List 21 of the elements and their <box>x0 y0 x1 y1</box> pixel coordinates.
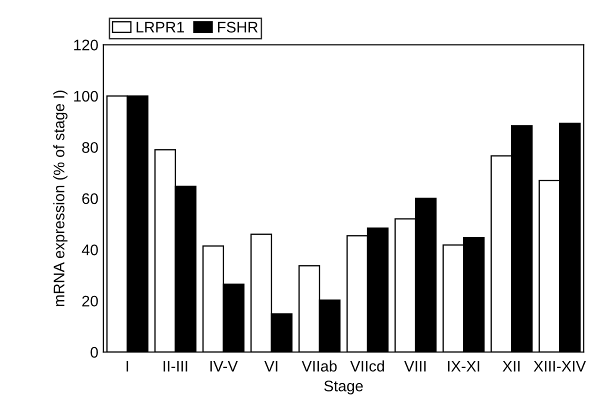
x-tick-label: VIII <box>404 360 426 372</box>
x-tick-label: IX-XI <box>448 360 480 372</box>
x-tick-label: VIIab <box>302 360 337 372</box>
y-tick-label: 20 <box>82 296 98 307</box>
y-tick-label: 40 <box>82 244 98 256</box>
x-tick-label: XII <box>502 360 520 372</box>
x-tick-label: VI <box>264 360 278 372</box>
y-tick-label: 80 <box>82 142 98 153</box>
legend-label: FSHR <box>218 22 258 33</box>
y-tick-label: 120 <box>74 40 98 50</box>
x-tick-label: II-III <box>164 360 188 372</box>
y-axis-title: mRNA expression (% of stage I) <box>53 90 68 306</box>
x-tick-label: I <box>126 360 128 372</box>
y-tick-label: 100 <box>74 90 98 102</box>
x-tick-label: IV-V <box>210 360 238 372</box>
x-tick-label: VIIcd <box>350 360 384 372</box>
x-tick-label: XIII-XIV <box>534 360 586 372</box>
legend-label: LRPR1 <box>136 22 184 32</box>
x-axis-title: Stage <box>324 380 363 394</box>
y-tick-label: 0 <box>90 346 98 358</box>
y-tick-label: 60 <box>82 193 98 204</box>
